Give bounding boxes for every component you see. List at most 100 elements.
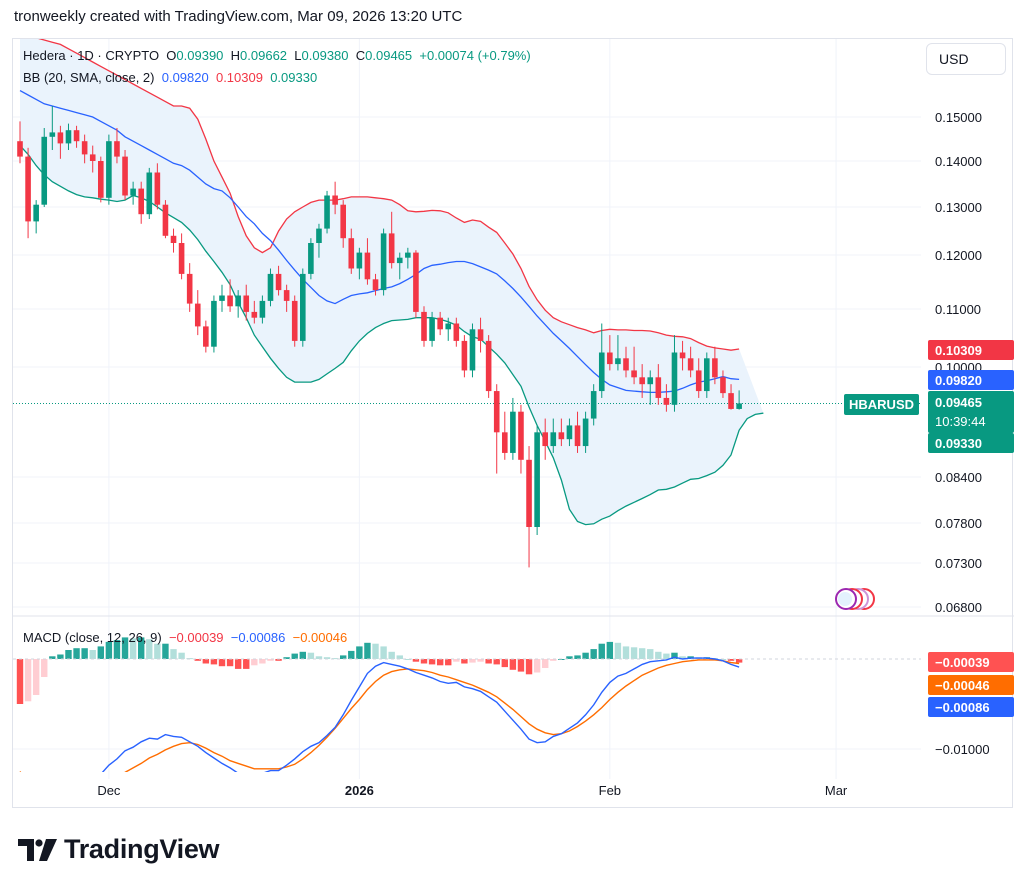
currency-button[interactable]: USD — [926, 43, 1006, 75]
macd-hist-bar — [348, 650, 355, 659]
candle-body — [203, 326, 209, 347]
time-tick-label: 2026 — [345, 783, 374, 798]
bb-band-fill — [20, 39, 764, 525]
macd-hist-bar — [331, 658, 339, 660]
candle-body — [114, 141, 120, 157]
candle-body — [615, 358, 621, 365]
bb-label: BB (20, SMA, close, 2) — [23, 70, 155, 85]
tradingview-logo[interactable]: TradingView — [18, 834, 220, 865]
candle-body — [89, 154, 96, 161]
candle-body — [437, 317, 443, 330]
candle-body — [469, 329, 476, 371]
candle-body — [695, 370, 702, 392]
time-tick-label: Feb — [599, 783, 621, 798]
legend-open-value: 0.09390 — [176, 48, 224, 63]
price-tick-label: 0.14000 — [935, 154, 982, 169]
macd-hist-bar — [566, 656, 573, 659]
chart-frame[interactable]: 0.15000 0.14000 0.13000 0.12000 0.11000 0.100… — [12, 38, 1014, 809]
macd-hist-bar — [259, 659, 266, 664]
candle-body — [720, 377, 726, 394]
candle-body — [259, 300, 266, 318]
candle-body — [728, 393, 734, 409]
candle-body — [526, 459, 532, 527]
macd-hist-tag: −0.00039 — [935, 655, 990, 670]
macd-signal-line — [19, 659, 740, 772]
time-tick-label: Dec — [97, 783, 121, 798]
candle-body — [663, 397, 670, 405]
macd-hist-bar — [16, 659, 24, 704]
time-axis: Dec 2026 Feb Mar — [97, 783, 848, 798]
macd-hist-bar — [550, 659, 557, 661]
macd-hist-bar — [735, 659, 743, 663]
basis-tag: 0.09820 — [935, 373, 982, 388]
price-tick-label: 0.12000 — [935, 248, 982, 263]
macd-hist-bar — [267, 659, 274, 661]
macd-hist-bar — [412, 659, 420, 662]
candle-body — [493, 391, 500, 433]
macd-hist-bar — [73, 648, 80, 659]
candle-body — [631, 370, 637, 378]
last-price-tag-bg — [928, 391, 1014, 433]
price-pane — [13, 39, 921, 568]
candle-body — [65, 130, 72, 144]
macd-hist-bar — [436, 659, 444, 666]
candle-body — [655, 377, 662, 398]
macd-hist-bar — [404, 659, 412, 660]
legend-symbol[interactable]: Hedera · 1D · CRYPTO — [23, 48, 160, 63]
macd-hist-bar — [606, 641, 614, 659]
candle-body — [574, 425, 581, 447]
bb-lower-value: 0.09330 — [270, 70, 318, 85]
macd-hist-tag-bg — [928, 652, 1014, 672]
tradingview-logo-icon — [18, 838, 57, 861]
price-tick-label: 0.15000 — [935, 110, 982, 125]
last-price-tag: 0.09465 — [935, 395, 982, 410]
price-tick-label: 0.13000 — [935, 200, 982, 215]
candle-body — [154, 172, 161, 205]
macd-hist-bar — [533, 659, 541, 673]
macd-hist-bar — [679, 656, 686, 659]
macd-hist-bar — [202, 659, 210, 664]
legend-close-value: 0.09465 — [365, 48, 413, 63]
legend-change: +0.00074 (+0.79%) — [419, 48, 531, 63]
macd-hist-bar — [622, 646, 630, 659]
candle-body — [518, 411, 524, 460]
events-flag-icon — [835, 588, 875, 610]
macd-hist-bar — [614, 642, 622, 659]
macd-hist-bar — [509, 659, 517, 670]
macd-legend[interactable]: MACD (close, 12, 26, 9) −0.00039 −0.0008… — [23, 630, 347, 645]
candle-body — [275, 273, 282, 291]
price-axis: 0.150000.140000.130000.120000.110000.100… — [935, 110, 990, 757]
macd-hist-bar — [283, 657, 290, 659]
macd-hist-bar — [517, 659, 525, 672]
candle-body — [283, 290, 290, 301]
candle-body — [81, 141, 88, 155]
macd-hist-bar — [251, 659, 258, 666]
macd-hist-bar — [41, 659, 48, 677]
macd-hist-bar — [356, 646, 363, 659]
macd-hist-bar — [32, 659, 40, 695]
legend-open-label: O — [166, 48, 177, 63]
bb-legend[interactable]: BB (20, SMA, close, 2) 0.09820 0.10309 0… — [23, 70, 317, 85]
candle-body — [227, 295, 233, 307]
macd-hist-bar — [121, 637, 129, 659]
candle-body — [704, 358, 710, 392]
macd-hist-bar — [461, 659, 468, 664]
chart-canvas[interactable]: 0.150000.140000.130000.120000.110000.100… — [13, 39, 1014, 809]
upper-band-tag-bg — [928, 340, 1014, 360]
candle-body — [429, 317, 435, 341]
macd-line-value: −0.00086 — [230, 630, 286, 645]
macd-line-tag-bg — [928, 697, 1014, 717]
macd-hist-bar — [445, 659, 452, 666]
macd-hist-bar — [210, 659, 218, 665]
candle-body — [138, 188, 144, 215]
macd-signal-value: −0.00046 — [292, 630, 348, 645]
lower-band-tag-bg — [928, 433, 1014, 453]
macd-hist-bar — [65, 650, 72, 659]
macd-hist-bar — [477, 659, 484, 662]
candle-body — [219, 295, 225, 301]
candle-body — [477, 329, 484, 341]
candle-body — [340, 204, 346, 239]
candle-body — [170, 235, 177, 243]
event-flag-inner — [838, 592, 852, 606]
price-tick-label: 0.11000 — [935, 302, 981, 317]
